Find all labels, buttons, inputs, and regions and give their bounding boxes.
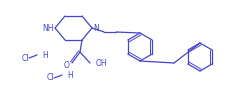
Text: Cl: Cl <box>47 74 55 82</box>
Text: H: H <box>67 71 73 80</box>
Text: N: N <box>93 24 99 33</box>
Text: H: H <box>42 51 48 59</box>
Text: NH: NH <box>42 24 54 33</box>
Text: OH: OH <box>96 59 108 68</box>
Text: O: O <box>63 60 69 70</box>
Text: Cl: Cl <box>22 54 30 62</box>
